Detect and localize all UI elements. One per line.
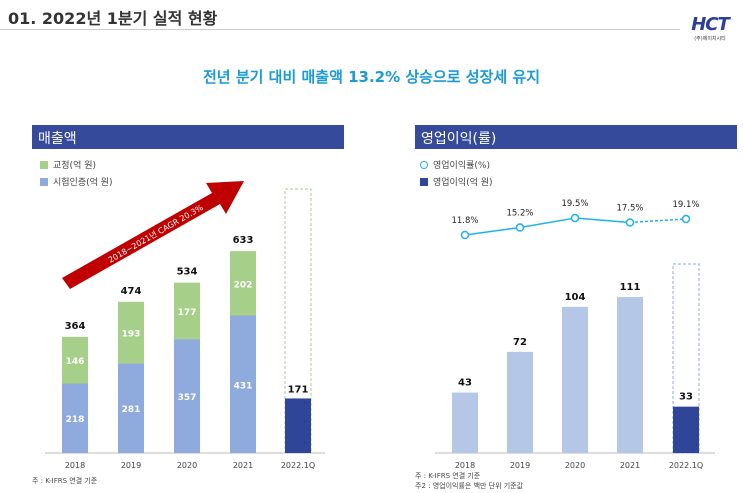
divider (0, 29, 680, 30)
x-tick-label: 2019 (121, 461, 141, 470)
bar-label: 111 (620, 282, 641, 293)
margin-point (515, 223, 525, 232)
company-logo: HCT (주)에이치시티 (691, 14, 730, 42)
total-label: 171 (288, 384, 309, 395)
legend-item-testing: 시험인증(억 원) (40, 175, 113, 188)
x-tick-label: 2018 (65, 461, 85, 470)
op-profit-panel-title: 영업이익(률) (415, 125, 737, 149)
bar-label: 177 (178, 308, 197, 318)
margin-label: 11.8% (451, 216, 478, 226)
x-tick-label: 2022.1Q (669, 461, 703, 470)
square-swatch-icon (420, 177, 428, 186)
blue-swatch-icon (40, 177, 48, 186)
bar-label: 218 (66, 415, 85, 425)
footnote: 주 : K-IFRS 연결 기준 (32, 477, 98, 485)
margin-line-segment (629, 218, 687, 224)
bar-label: 33 (679, 392, 693, 403)
x-tick-label: 2020 (565, 461, 585, 470)
bar-label: 431 (234, 381, 253, 391)
margin-point (570, 213, 580, 223)
bar-label: 104 (565, 292, 586, 303)
margin-line-segment (574, 217, 631, 224)
bar-testing (174, 339, 200, 453)
circle-marker-icon (420, 160, 428, 169)
x-tick-label: 2018 (455, 461, 475, 470)
margin-point (625, 218, 635, 227)
bar-calibration (230, 251, 256, 316)
cagr-annotation: 2018~2021년 CAGR 20.3% (106, 202, 205, 265)
bar-calibration (118, 301, 144, 364)
margin-label: 17.5% (616, 203, 643, 213)
margin-point (681, 214, 691, 224)
x-tick-label: 2022.1Q (281, 461, 315, 470)
bar-label: 72 (513, 337, 527, 348)
x-tick-label: 2021 (233, 461, 253, 470)
bar-label: 202 (234, 280, 253, 290)
total-label: 534 (177, 267, 198, 278)
total-label: 364 (65, 321, 86, 332)
bar-testing (230, 315, 256, 453)
revenue-panel-title: 매출액 (32, 125, 344, 149)
bar-label: 193 (122, 330, 141, 340)
bar-label: 146 (66, 357, 85, 367)
bar-op-profit (452, 392, 478, 453)
bar-testing (118, 363, 144, 453)
bar-op-profit (673, 406, 699, 453)
growth-arrow (62, 181, 244, 289)
bar-op-profit (507, 351, 533, 453)
bar-label: 281 (122, 405, 141, 415)
margin-point (460, 230, 470, 240)
bar-testing (62, 383, 88, 453)
total-label: 474 (121, 286, 142, 297)
green-swatch-icon (40, 160, 48, 169)
headline: 전년 분기 대비 매출액 13.2% 상승으로 성장세 유지 (203, 68, 540, 86)
bar-label: 357 (178, 393, 197, 403)
margin-label: 19.5% (561, 199, 588, 209)
x-tick-label: 2020 (177, 461, 197, 470)
legend-item-calibration: 교정(억 원) (40, 158, 113, 171)
legend-label: 교정(억 원) (53, 161, 97, 171)
margin-label: 15.2% (506, 209, 533, 219)
x-tick-label: 2021 (620, 461, 640, 470)
margin-label: 19.1% (672, 200, 699, 210)
footnote-1: 주 : K-IFRS 연결 기준 (415, 472, 481, 480)
legend-item-margin: 영업이익률(%) (420, 158, 493, 171)
x-tick-label: 2019 (510, 461, 530, 470)
bar-label: 43 (458, 378, 472, 389)
total-label: 633 (233, 235, 254, 246)
footnote-2: 주2 : 영업이익률은 백만 단위 기준값 (415, 482, 524, 490)
legend-label: 영업이익률(%) (433, 161, 490, 171)
bar-calibration (174, 282, 200, 340)
bar-calibration (62, 336, 88, 384)
legend-item-op-profit: 영업이익(억 원) (420, 175, 493, 188)
margin-line-segment (519, 217, 576, 229)
page-title: 01. 2022년 1분기 실적 현황 (8, 9, 218, 28)
bar-total (285, 398, 311, 453)
legend-label: 시험인증(억 원) (53, 178, 113, 188)
margin-line-segment (464, 226, 521, 236)
legend-label: 영업이익(억 원) (433, 178, 493, 188)
bar-op-profit (617, 297, 643, 453)
bar-op-profit (562, 306, 588, 453)
